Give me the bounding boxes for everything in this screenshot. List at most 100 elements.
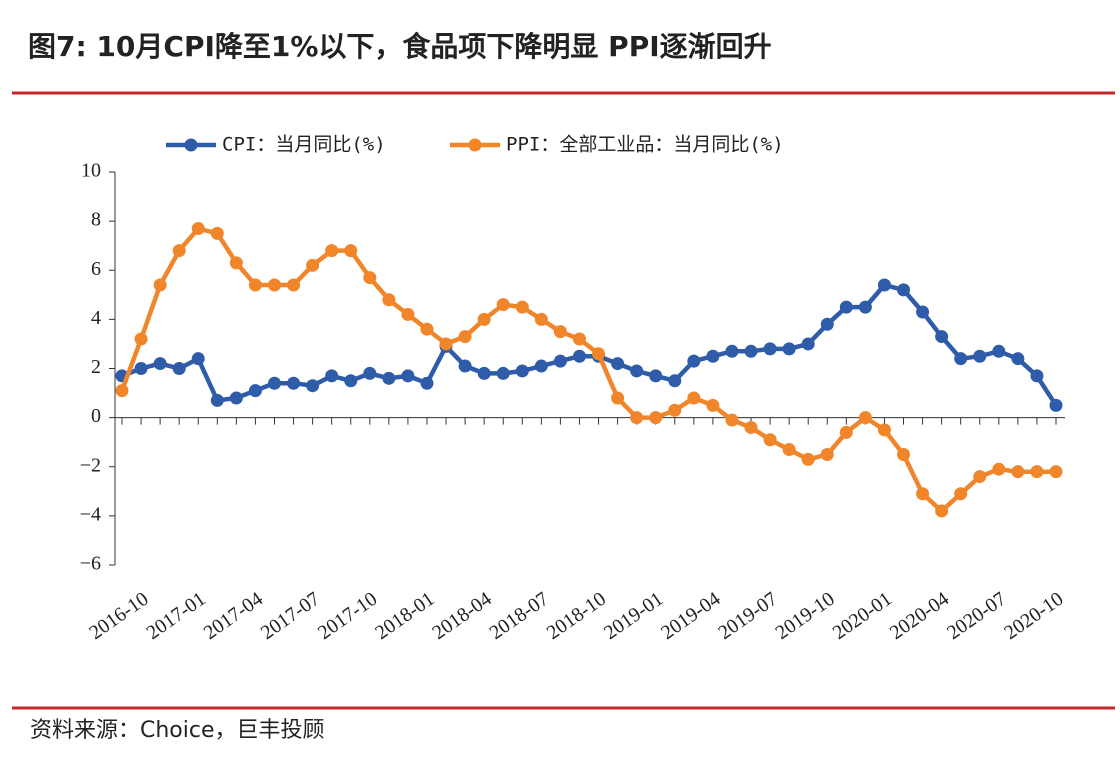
x-tick-label: 2016-10: [85, 588, 152, 644]
x-tick-label: 2018-01: [371, 588, 438, 644]
data-point: [267, 278, 281, 292]
legend-marker: [468, 138, 482, 152]
data-point: [687, 354, 701, 368]
data-point: [763, 342, 777, 356]
data-point: [534, 359, 548, 373]
data-point: [630, 411, 644, 425]
data-point: [458, 359, 472, 373]
data-point: [229, 256, 243, 270]
data-point: [153, 357, 167, 371]
data-point: [1049, 398, 1063, 412]
data-point: [382, 371, 396, 385]
data-point: [287, 376, 301, 390]
x-tick-label: 2019-01: [600, 588, 667, 644]
data-point: [954, 352, 968, 366]
data-point: [858, 300, 872, 314]
data-point: [191, 352, 205, 366]
data-point: [839, 425, 853, 439]
data-point: [877, 423, 891, 437]
data-point: [725, 413, 739, 427]
data-point: [1049, 465, 1063, 479]
data-point: [210, 393, 224, 407]
data-point: [515, 364, 529, 378]
series-line: [119, 226, 1056, 514]
data-point: [534, 312, 548, 326]
data-point: [820, 317, 834, 331]
data-point: [592, 347, 606, 361]
data-point: [267, 376, 281, 390]
data-point: [496, 298, 510, 312]
data-point: [630, 364, 644, 378]
data-point: [172, 244, 186, 258]
data-point: [916, 487, 930, 501]
data-point: [973, 470, 987, 484]
legend-label: CPI：当月同比(%): [222, 134, 386, 156]
data-point: [782, 443, 796, 457]
data-point: [1030, 369, 1044, 383]
data-point: [668, 374, 682, 388]
data-point: [477, 312, 491, 326]
data-point: [325, 369, 339, 383]
y-tick-label: 8: [91, 209, 101, 231]
chart-title: 图7: 10月CPI降至1%以下，食品项下降明显 PPI逐渐回升: [28, 30, 772, 63]
x-tick-label: 2020-07: [943, 588, 1010, 644]
data-point: [172, 362, 186, 375]
data-point: [248, 278, 262, 292]
data-point: [801, 337, 815, 351]
x-tick-label: 2017-10: [314, 588, 381, 644]
x-tick-label: 2017-01: [143, 588, 210, 644]
data-point: [496, 366, 510, 380]
data-point: [248, 384, 262, 398]
data-point: [725, 344, 739, 358]
data-point: [306, 379, 320, 393]
data-point: [401, 369, 415, 383]
data-point: [839, 300, 853, 314]
data-point: [992, 462, 1006, 476]
data-point: [325, 244, 339, 258]
data-point: [744, 420, 758, 434]
data-point: [420, 322, 434, 336]
data-point: [649, 411, 663, 425]
data-point: [1030, 465, 1044, 479]
data-point: [801, 452, 815, 466]
x-tick-label: 2019-07: [714, 588, 781, 644]
y-tick-label: −6: [80, 553, 101, 575]
data-point: [572, 332, 586, 346]
data-point: [134, 332, 148, 346]
x-tick-label: 2020-04: [886, 588, 953, 644]
data-point: [553, 325, 567, 339]
data-point: [611, 391, 625, 405]
data-point: [916, 305, 930, 319]
data-point: [649, 369, 663, 383]
data-point: [344, 244, 358, 258]
y-tick-label: 10: [81, 160, 101, 182]
data-point: [382, 293, 396, 307]
data-point: [191, 221, 205, 235]
x-tick-label: 2019-04: [657, 588, 724, 644]
data-point: [1011, 465, 1025, 479]
data-point: [363, 271, 377, 285]
data-point: [858, 411, 872, 425]
data-point: [515, 300, 529, 314]
data-point: [134, 362, 148, 375]
y-tick-label: 6: [91, 258, 101, 280]
x-tick-label: 2018-07: [486, 588, 553, 644]
x-tick-label: 2020-01: [829, 588, 896, 644]
y-tick-label: −2: [80, 454, 101, 476]
data-point: [115, 384, 129, 398]
x-tick-label: 2017-07: [257, 588, 324, 644]
data-point: [306, 258, 320, 272]
data-point: [897, 447, 911, 461]
y-tick-label: 4: [91, 307, 101, 329]
data-point: [935, 504, 949, 518]
data-point: [477, 366, 491, 380]
data-point: [954, 487, 968, 501]
data-point: [420, 376, 434, 390]
x-tick-label: 2020-10: [1000, 588, 1067, 644]
data-point: [992, 344, 1006, 358]
data-point: [153, 278, 167, 292]
data-point: [782, 342, 796, 356]
data-point: [877, 278, 891, 292]
data-point: [439, 337, 453, 351]
